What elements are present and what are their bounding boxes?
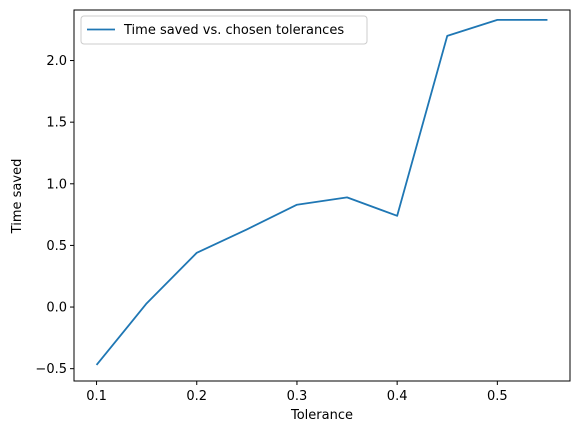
series-line [95, 18, 548, 366]
series-layer [95, 18, 548, 366]
x-tick-label: 0.5 [487, 389, 508, 404]
legend: Time saved vs. chosen tolerances [80, 15, 368, 45]
x-tick-label: 0.4 [387, 389, 408, 404]
y-tick-label: 0.0 [46, 301, 67, 316]
legend-label: Time saved vs. chosen tolerances [123, 23, 344, 38]
y-tick-label: 2.0 [46, 54, 67, 69]
x-tick-label: 0.1 [86, 389, 107, 404]
x-axis-label: Tolerance [290, 408, 353, 423]
y-tick-label: 1.0 [46, 177, 67, 192]
y-axis-label: Time saved [10, 159, 25, 235]
x-tick-label: 0.2 [186, 389, 207, 404]
legend-box [80, 15, 368, 45]
y-tick-label: −0.5 [35, 362, 67, 377]
x-axis: 0.1 0.2 0.3 0.4 0.5 [86, 381, 508, 404]
y-tick-label: 1.5 [46, 116, 67, 131]
plot-area [74, 10, 570, 381]
x-tick-label: 0.3 [287, 389, 308, 404]
y-axis: −0.5 0.0 0.5 1.0 1.5 2.0 [35, 54, 74, 377]
y-tick-label: 0.5 [46, 239, 67, 254]
plot-frame [73, 9, 571, 382]
